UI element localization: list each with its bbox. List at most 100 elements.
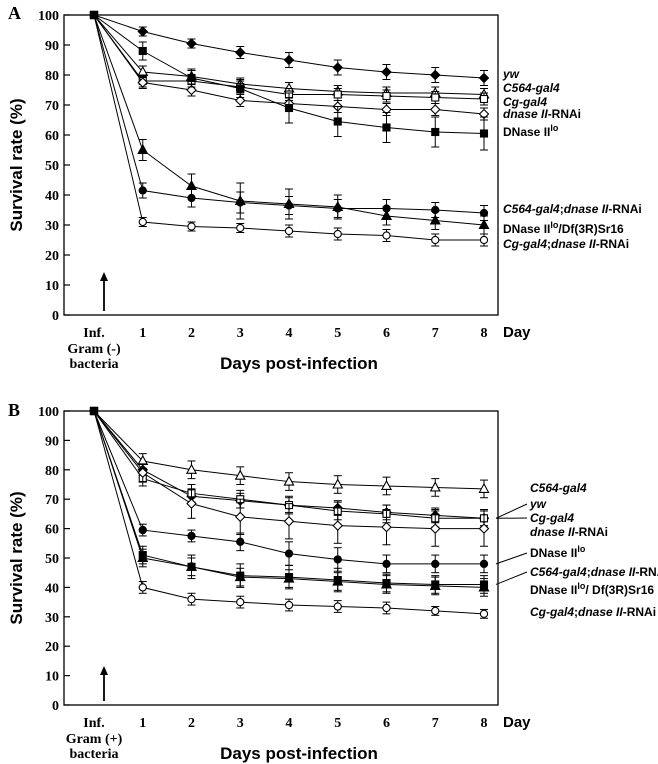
- data-point: [431, 559, 440, 569]
- bacteria-label: Gram (+): [66, 732, 123, 747]
- data-point: [137, 26, 149, 37]
- data-point: [283, 475, 295, 486]
- data-point: [236, 597, 245, 607]
- data-point: [479, 609, 489, 619]
- data-point: [283, 197, 295, 209]
- data-point: [380, 479, 393, 491]
- data-point: [234, 95, 246, 106]
- data-point: [283, 54, 295, 66]
- x-tick-label: 3: [237, 716, 244, 731]
- x-tick-label: 5: [334, 716, 341, 731]
- data-point: [478, 581, 490, 592]
- data-point: [185, 179, 198, 191]
- data-point: [186, 38, 197, 49]
- data-point: [187, 531, 196, 541]
- series-label: dnase II-RNAi: [503, 107, 581, 121]
- data-point: [284, 549, 294, 558]
- data-point: [380, 578, 393, 589]
- data-point: [137, 143, 149, 155]
- x-tick-label: 7: [432, 326, 439, 341]
- y-tick-label: 50: [45, 552, 59, 567]
- series-label: Cg-gal4;dnase II-RNAi: [503, 237, 629, 251]
- y-tick-label: 100: [38, 9, 59, 24]
- data-point: [234, 511, 246, 523]
- y-tick-label: 50: [45, 159, 59, 174]
- data-point: [332, 200, 344, 212]
- series-label: Cg-gal4;dnase II-RNAi: [530, 605, 656, 619]
- y-tick-label: 30: [45, 611, 59, 626]
- x-tick-label: 2: [188, 326, 195, 341]
- infection-arrow-head: [100, 272, 108, 281]
- series-label: DNase IIlo/Df(3R)Sr16: [503, 220, 624, 236]
- data-point: [283, 572, 295, 583]
- x-tick-label: 8: [481, 326, 488, 341]
- bacteria-label: bacteria: [70, 747, 119, 762]
- series: [89, 10, 490, 86]
- x-tick-label: 8: [481, 716, 488, 731]
- x-tick-label: 7: [432, 716, 439, 731]
- data-point: [89, 10, 99, 20]
- data-point: [478, 72, 490, 84]
- data-point: [333, 90, 342, 99]
- data-point: [137, 551, 149, 563]
- series-label: C564-gal4: [503, 81, 560, 95]
- y-tick-label: 0: [52, 699, 59, 714]
- data-point: [380, 209, 393, 221]
- data-point: [185, 463, 198, 474]
- data-point: [381, 66, 392, 78]
- data-point: [236, 223, 245, 233]
- x-tick-label: 1: [139, 716, 146, 731]
- data-point: [382, 559, 391, 569]
- y-tick-label: 70: [45, 99, 59, 114]
- panel-a: A 0 10 20 30 40 50 60 70 80 90 100 Survival rate (%)…: [7, 3, 642, 373]
- data-point: [186, 84, 197, 96]
- data-point: [382, 123, 391, 132]
- panel-b: B 0 10 20 30 40 50 60 70 80 90 100 Survival rate (%)…: [7, 400, 658, 763]
- y-tick-label: 60: [45, 523, 59, 538]
- data-point: [332, 62, 344, 73]
- series-label: yw: [502, 67, 520, 81]
- bacteria-label: bacteria: [70, 357, 119, 372]
- data-point: [429, 214, 441, 225]
- data-point: [332, 520, 344, 531]
- data-point: [89, 406, 99, 416]
- bacteria-label: Gram (-): [67, 342, 121, 357]
- y-tick-label: 0: [52, 309, 59, 324]
- day-label: Day: [503, 324, 531, 341]
- data-point: [333, 229, 342, 239]
- data-point: [332, 575, 344, 586]
- data-point: [185, 560, 198, 571]
- data-point: [138, 217, 147, 227]
- x-axis-title: Days post-infection: [220, 744, 378, 763]
- data-point: [284, 226, 294, 236]
- data-point: [236, 537, 245, 546]
- y-tick-label: 90: [45, 39, 59, 54]
- x-tick-label: Inf.: [83, 326, 104, 341]
- data-point: [284, 103, 294, 113]
- data-point: [479, 94, 489, 104]
- series: [89, 10, 490, 235]
- data-point: [234, 570, 246, 582]
- series-label: Cg-gal4: [530, 511, 574, 525]
- data-point: [284, 600, 294, 610]
- data-point: [431, 127, 440, 137]
- data-point: [137, 467, 149, 479]
- data-point: [137, 77, 149, 88]
- data-point: [138, 186, 147, 195]
- series-label: DNase IIlo/ Df(3R)Sr16: [530, 581, 654, 597]
- data-point: [234, 469, 246, 480]
- data-point: [429, 481, 441, 492]
- data-point: [187, 222, 196, 231]
- data-point: [187, 73, 196, 83]
- y-tick-label: 10: [45, 279, 59, 294]
- data-point: [429, 104, 441, 115]
- x-tick-label: 5: [334, 326, 341, 341]
- data-point: [431, 606, 440, 616]
- data-point: [138, 525, 147, 535]
- series-label: DNase IIlo: [503, 123, 559, 139]
- x-tick-label: 2: [188, 716, 195, 731]
- data-point: [382, 91, 391, 101]
- y-tick-label: 100: [38, 405, 59, 420]
- data-point: [333, 117, 342, 126]
